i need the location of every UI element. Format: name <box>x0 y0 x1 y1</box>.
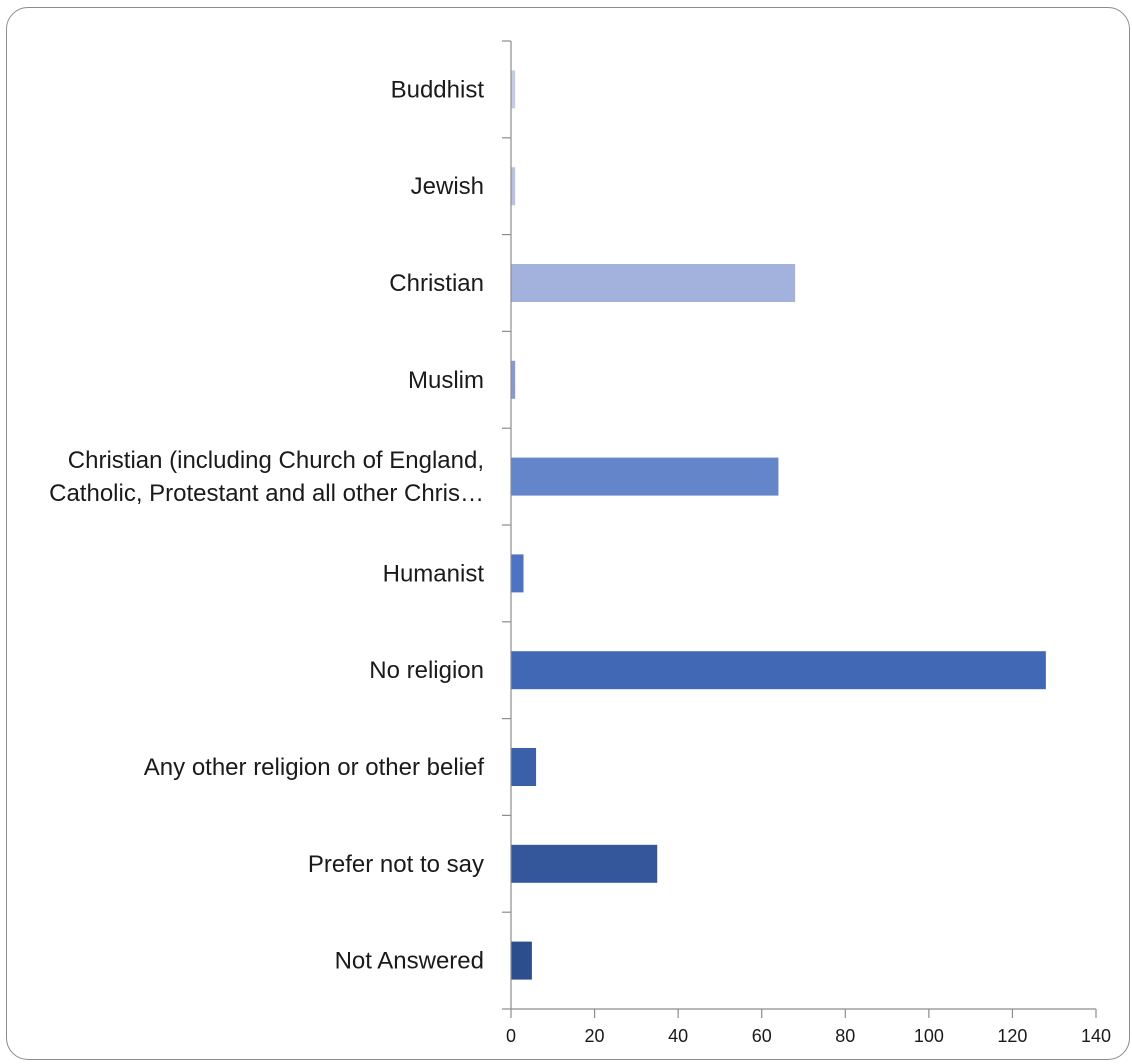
bar-1 <box>511 167 516 206</box>
chart-frame <box>6 7 1130 1060</box>
bar-6 <box>511 651 1046 690</box>
category-label-1: Jewish <box>411 173 484 200</box>
x-tick-label-3: 60 <box>752 1026 772 1046</box>
category-label-4: Christian (including Church of England, C… <box>49 447 484 507</box>
bar-8 <box>511 844 658 883</box>
category-label-7: Any other religion or other belief <box>144 754 485 781</box>
labels-layer: Buddhist Jewish Christian Muslim Christian (… <box>49 76 1111 1046</box>
category-label-6: No religion <box>369 657 484 684</box>
category-label-3: Muslim <box>408 366 484 393</box>
bar-3 <box>511 360 516 399</box>
x-tick-label-2: 40 <box>668 1026 688 1046</box>
category-label-0: Buddhist <box>391 76 485 103</box>
category-label-8: Prefer not to say <box>308 850 484 877</box>
x-tick-label-5: 100 <box>914 1026 944 1046</box>
category-label-5: Humanist <box>383 560 485 587</box>
bar-5 <box>511 554 524 593</box>
x-tick-label-0: 0 <box>506 1026 516 1046</box>
bar-4 <box>511 457 779 496</box>
axis-layer <box>502 40 1097 1018</box>
x-tick-label-6: 120 <box>997 1026 1027 1046</box>
x-tick-label-4: 80 <box>835 1026 855 1046</box>
category-label-9: Not Answered <box>335 947 484 974</box>
x-tick-label-7: 140 <box>1081 1026 1111 1046</box>
bars-layer <box>511 70 1046 980</box>
bar-0 <box>511 70 516 109</box>
bar-7 <box>511 748 537 786</box>
category-label-2: Christian <box>389 270 484 297</box>
x-tick-label-1: 20 <box>585 1026 605 1046</box>
bar-9 <box>511 941 532 980</box>
bar-2 <box>511 264 796 302</box>
